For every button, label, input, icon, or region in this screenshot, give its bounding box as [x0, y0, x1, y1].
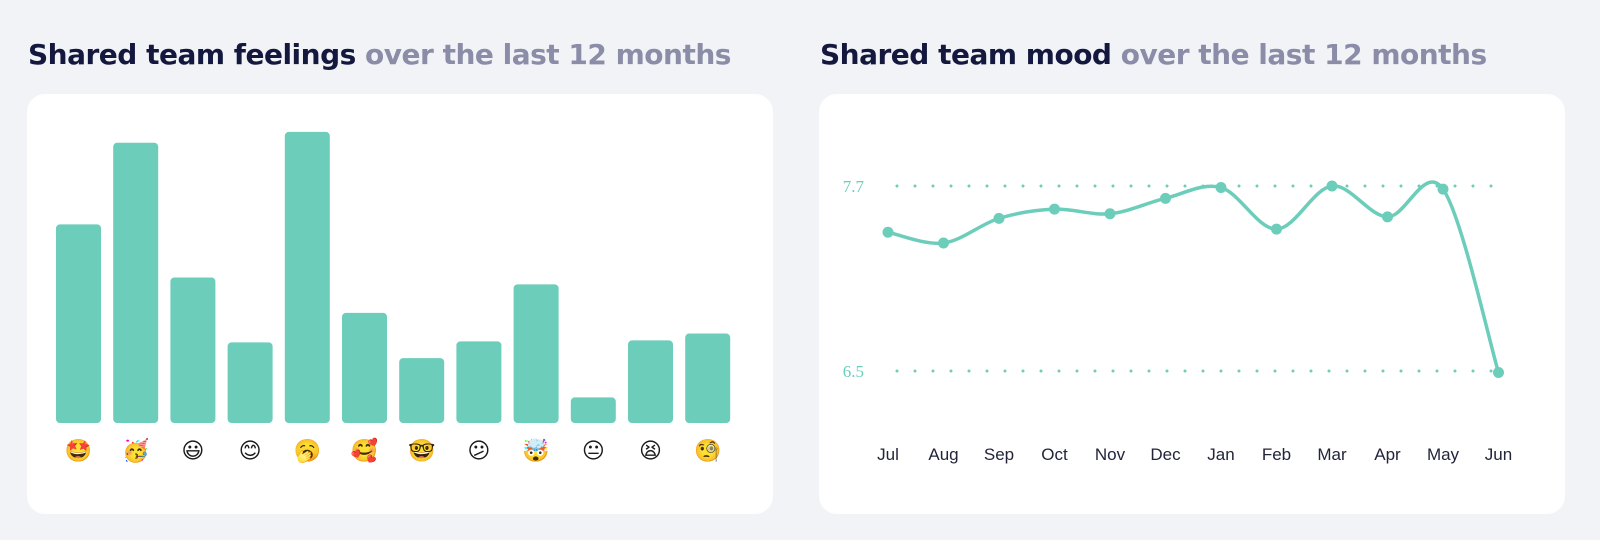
bar-smiling-with-hearts[interactable]	[342, 312, 387, 423]
feelings-title-main: Shared team feelings	[28, 38, 356, 71]
smiling-icon: 😊	[239, 439, 262, 464]
mood-series-line	[886, 180, 1501, 375]
bar-neutral[interactable]	[570, 397, 616, 423]
x-tick-label-apr: Apr	[1374, 445, 1401, 464]
mood-title-sub: over the last 12 months	[1120, 38, 1487, 71]
mood-point-jul[interactable]	[882, 226, 894, 238]
x-tick-label-feb: Feb	[1262, 445, 1291, 464]
feelings-chart-title: Shared team feelings over the last 12 mo…	[28, 38, 731, 71]
mood-point-sep[interactable]	[993, 212, 1005, 224]
y-tick-label-1: 6.5	[843, 362, 864, 381]
mood-line-chart: 7.7 6.5 Jul Aug Sep Oct Nov Dec Jan Feb Mar Apr May J…	[843, 177, 1512, 464]
bar-grinning[interactable]	[170, 277, 216, 423]
x-tick-label-jan: Jan	[1207, 445, 1234, 464]
x-tick-label-mar: Mar	[1317, 445, 1347, 464]
x-tick-label-dec: Dec	[1150, 445, 1181, 464]
bar-nerd[interactable]	[399, 358, 445, 423]
y-tick-label-0: 7.7	[843, 177, 865, 196]
bar-star-struck[interactable]	[56, 224, 101, 423]
mood-title-main: Shared team mood	[820, 38, 1112, 71]
bar-yawning[interactable]	[284, 131, 330, 423]
yawning-icon: 🥱	[294, 438, 321, 464]
mood-point-jan[interactable]	[1215, 182, 1227, 194]
smiling-with-hearts-icon: 🥰	[351, 437, 378, 464]
x-tick-label-nov: Nov	[1095, 445, 1126, 464]
mood-point-mar[interactable]	[1326, 180, 1338, 192]
feelings-title-sub: over the last 12 months	[365, 38, 731, 71]
mood-point-may[interactable]	[1437, 183, 1449, 195]
feelings-chart-card: 🤩 🥳 😃 😊 🥱 🥰 🤓 😕 🤯 😐 😫 🧐	[27, 94, 773, 514]
mood-point-jun[interactable]	[1493, 367, 1504, 379]
mood-point-dec[interactable]	[1160, 192, 1171, 204]
monocle-icon: 🧐	[694, 438, 721, 464]
feelings-bar-chart: 🤩 🥳 😃 😊 🥱 🥰 🤓 😕 🤯 😐 😫 🧐	[56, 131, 731, 464]
exploding-head-icon: 🤯	[522, 438, 549, 464]
mood-point-feb[interactable]	[1271, 223, 1282, 235]
grinning-icon: 😃	[181, 439, 204, 464]
mood-point-oct[interactable]	[1049, 203, 1060, 215]
bar-tired[interactable]	[628, 340, 673, 423]
mood-point-apr[interactable]	[1382, 211, 1393, 223]
bar-monocle[interactable]	[685, 333, 731, 423]
x-tick-label-oct: Oct	[1041, 445, 1068, 464]
bar-confused[interactable]	[456, 341, 502, 423]
x-tick-label-aug: Aug	[928, 445, 958, 464]
mood-chart-card: 7.7 6.5 Jul Aug Sep Oct Nov Dec Jan Feb Mar Apr May J…	[819, 94, 1565, 514]
bar-exploding-head[interactable]	[513, 284, 559, 423]
mood-point-aug[interactable]	[938, 237, 949, 249]
x-tick-label-sep: Sep	[984, 445, 1014, 464]
confused-icon: 😕	[467, 439, 490, 464]
mood-point-nov[interactable]	[1104, 208, 1116, 220]
bar-partying[interactable]	[113, 142, 159, 423]
star-struck-icon: 🤩	[65, 438, 92, 464]
nerd-icon: 🤓	[408, 438, 435, 464]
x-tick-label-may: May	[1427, 445, 1460, 464]
x-tick-label-jun: Jun	[1485, 445, 1512, 464]
partying-icon: 🥳	[122, 437, 149, 464]
neutral-icon: 😐	[582, 439, 605, 464]
tired-icon: 😫	[639, 439, 662, 464]
x-tick-label-jul: Jul	[877, 445, 899, 464]
bar-smiling[interactable]	[227, 342, 273, 423]
mood-chart-title: Shared team mood over the last 12 months	[820, 38, 1487, 71]
